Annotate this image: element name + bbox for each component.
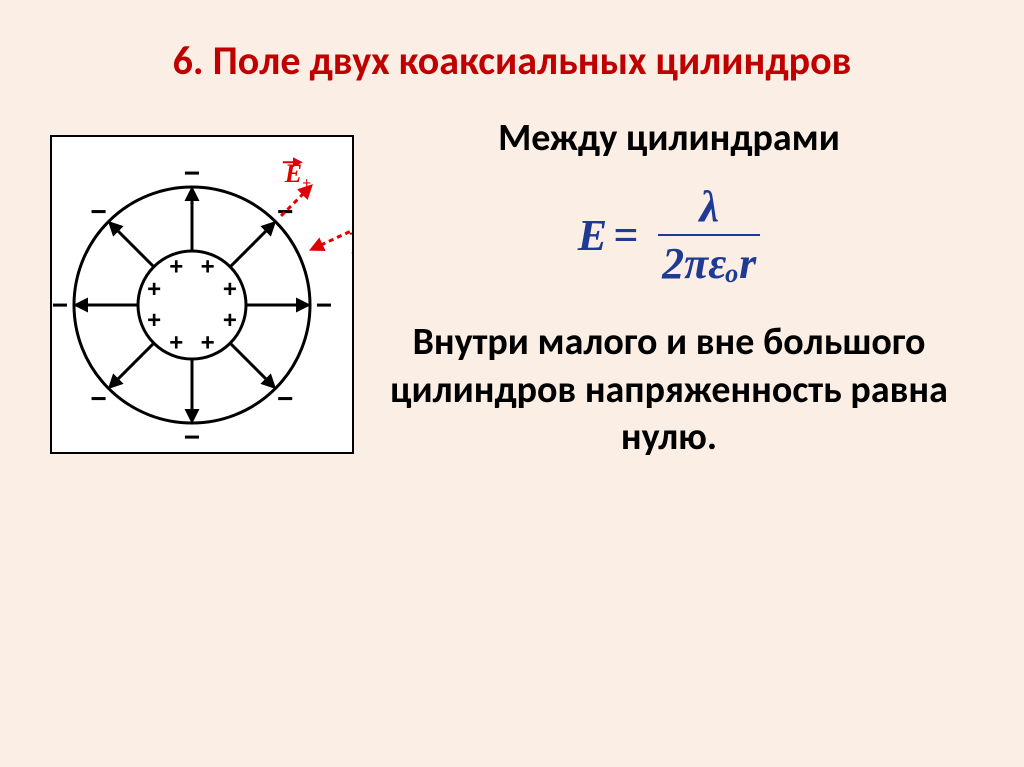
slide-title: 6. Поле двух коаксиальных цилиндров	[0, 0, 1024, 85]
content-row: + + + + + + + + − − − − − − − − E+ E- Между цилиндрами E …	[0, 85, 1024, 462]
formula: E = λ 2πεₒr	[364, 181, 974, 289]
svg-text:−: −	[184, 158, 200, 189]
svg-text:+: +	[223, 276, 237, 303]
svg-text:−: −	[316, 290, 332, 321]
formula-denominator: 2πεₒr	[658, 234, 760, 289]
formula-lhs: E	[578, 210, 607, 261]
svg-text:E-: E-	[351, 231, 352, 264]
subtitle: Между цилиндрами	[364, 115, 974, 161]
slide: 6. Поле двух коаксиальных цилиндров ++++…	[0, 0, 1024, 767]
svg-text:+: +	[201, 329, 215, 356]
svg-text:−: −	[90, 196, 106, 227]
svg-text:+: +	[147, 307, 161, 334]
diagram-svg: + + + + + + + + − − − − − − − − E+ E-	[52, 137, 352, 447]
svg-text:+: +	[223, 307, 237, 334]
formula-fraction: λ 2πεₒr	[658, 181, 760, 289]
body-text: Внутри малого и вне большого цилиндров н…	[364, 319, 974, 462]
svg-text:−: −	[52, 290, 68, 321]
svg-text:−: −	[184, 422, 200, 448]
svg-text:+: +	[169, 329, 183, 356]
formula-numerator: λ	[683, 181, 735, 234]
formula-eq: =	[613, 210, 638, 261]
svg-text:−: −	[277, 383, 293, 414]
svg-text:+: +	[201, 254, 215, 281]
text-column: Между цилиндрами E = λ 2πεₒr Внутри мало…	[354, 105, 984, 462]
svg-text:−: −	[90, 383, 106, 414]
svg-text:+: +	[169, 254, 183, 281]
svg-text:E+: E+	[284, 159, 311, 192]
svg-text:+: +	[147, 276, 161, 303]
svg-text:−: −	[277, 196, 293, 227]
coaxial-diagram: + + + + + + + + − − − − − − − − E+ E-	[50, 135, 354, 454]
